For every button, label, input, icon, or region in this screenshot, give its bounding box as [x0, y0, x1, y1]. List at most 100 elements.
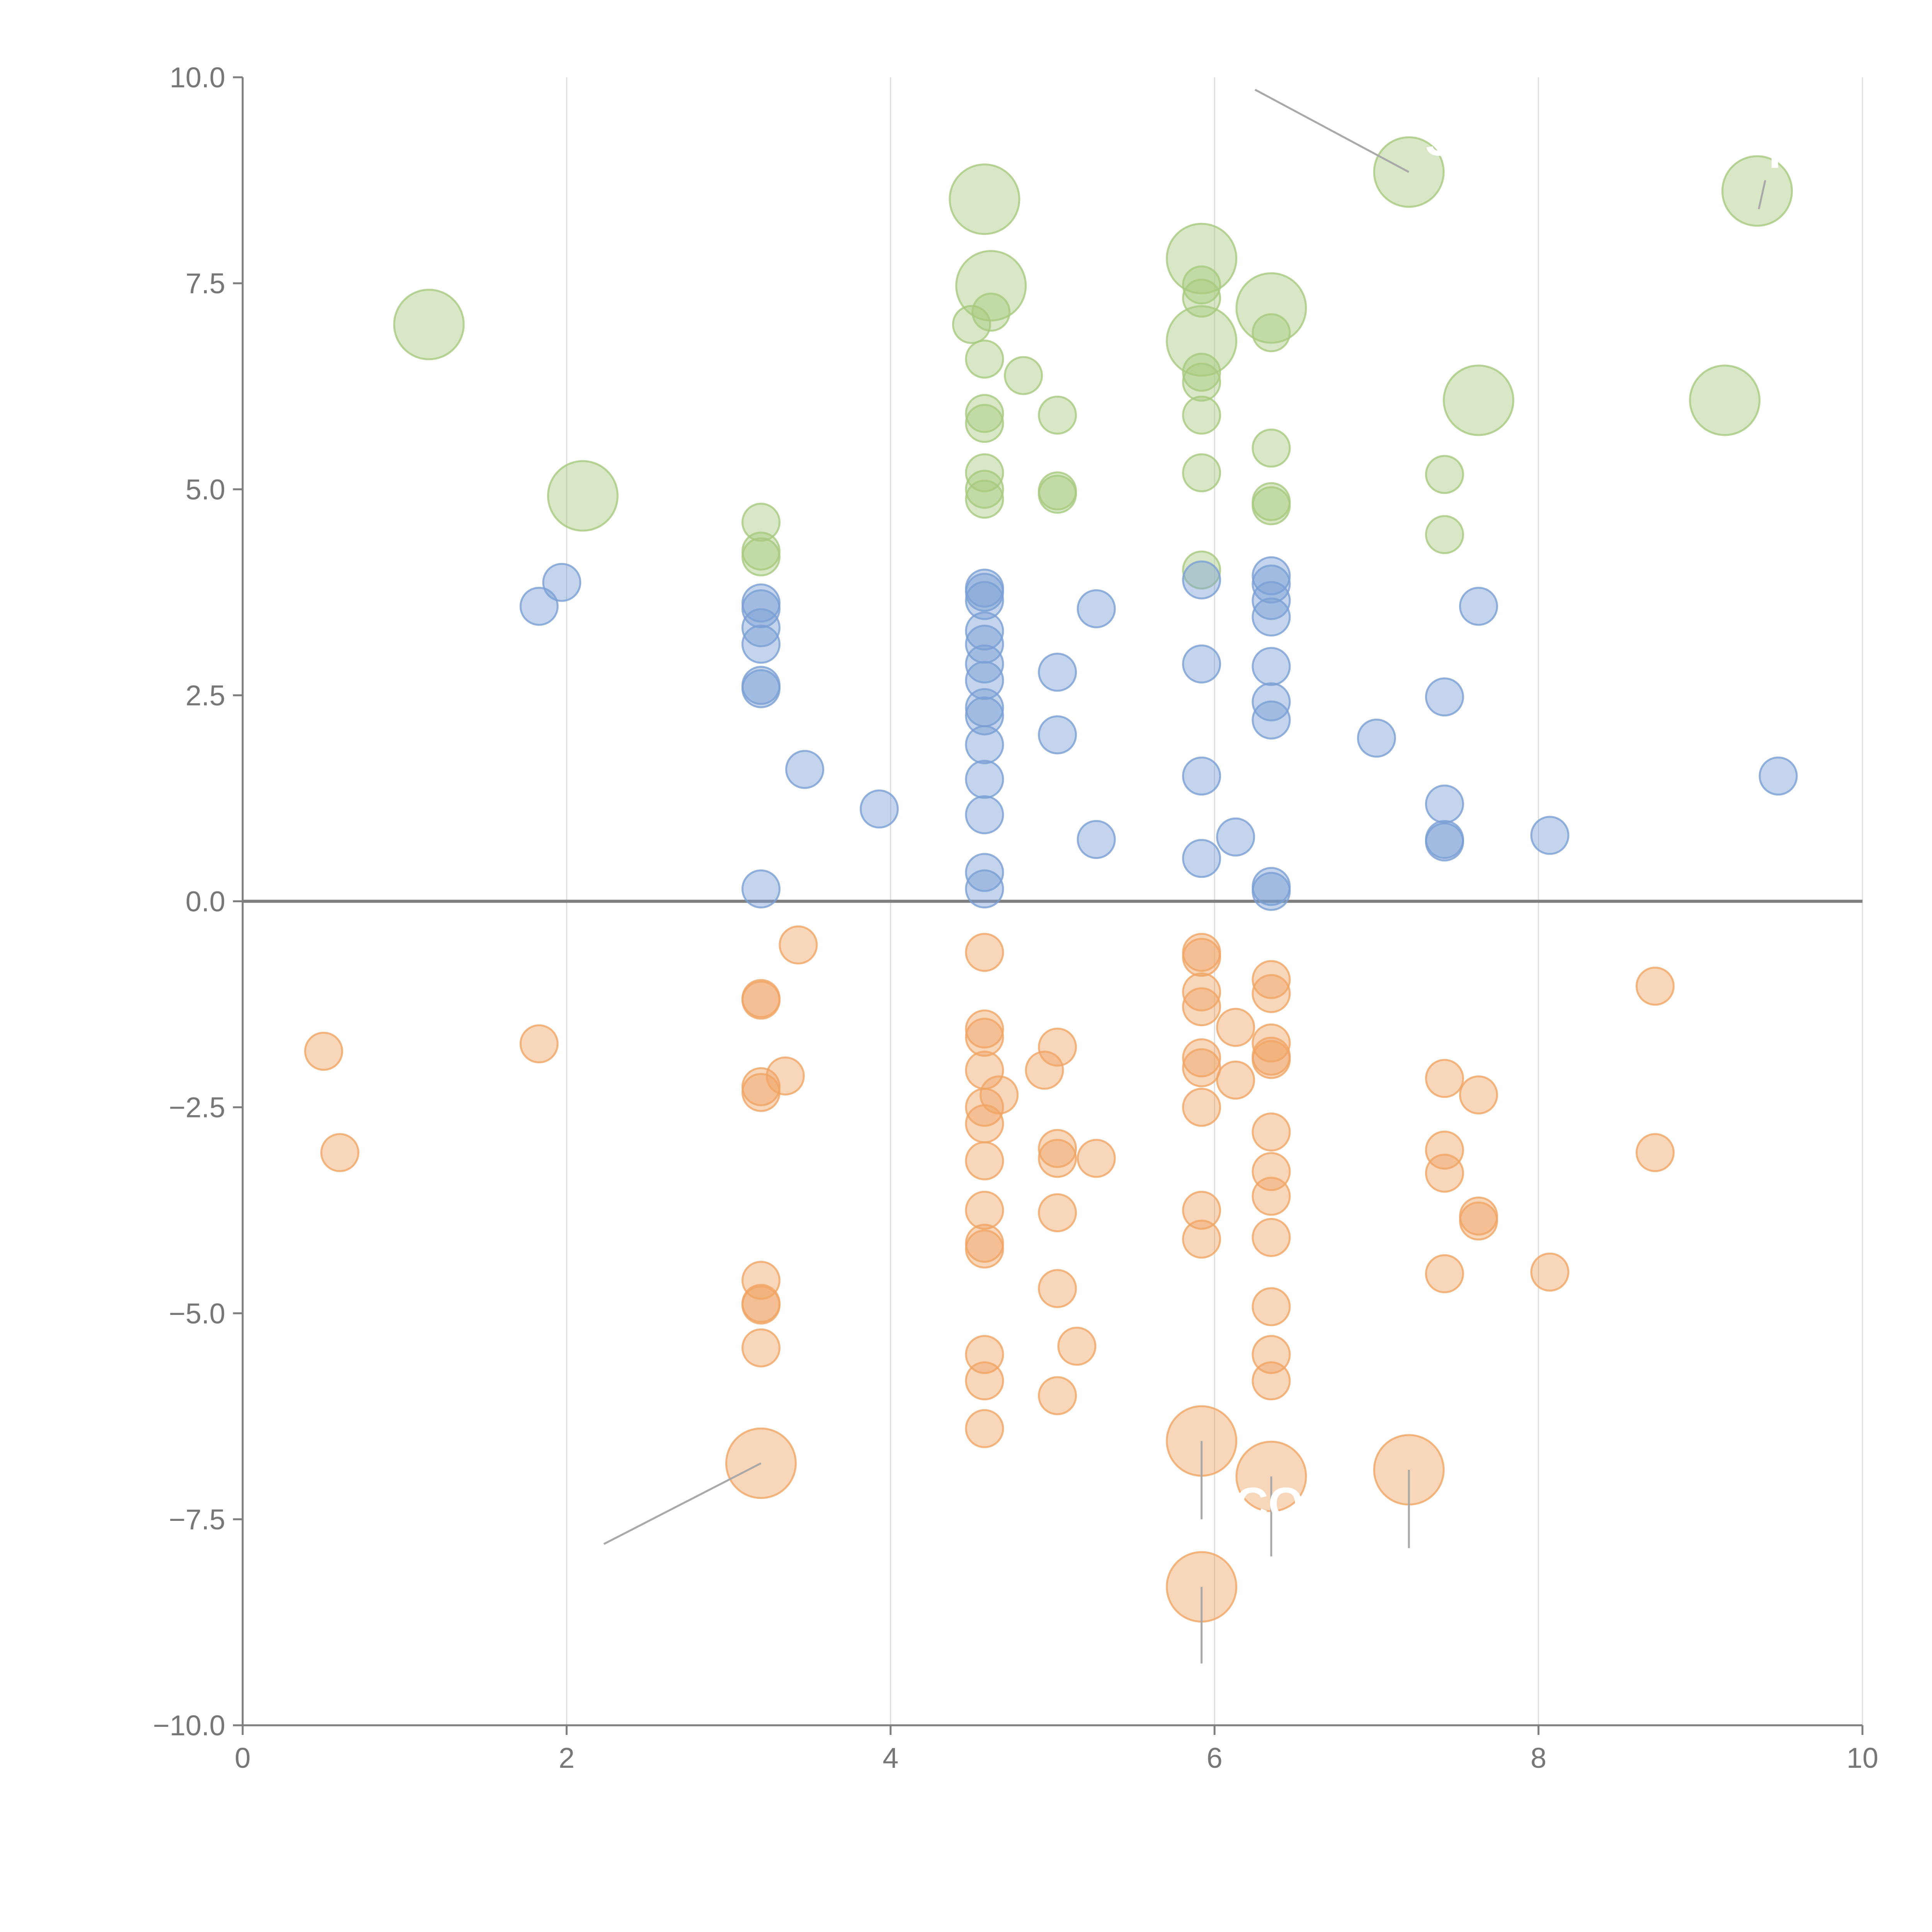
bubble-point — [980, 1075, 1019, 1115]
bubble-point — [965, 404, 1004, 443]
bubble-point — [1252, 429, 1291, 468]
bubble-point — [965, 869, 1004, 909]
bubble-point — [1252, 974, 1291, 1013]
bubble-point — [1252, 1112, 1291, 1152]
bubble-point — [1038, 1376, 1077, 1415]
y-tick-label: −10.0 — [153, 1709, 225, 1742]
bubble-point — [965, 394, 1004, 433]
bubble-point — [1038, 653, 1077, 692]
bubble-point — [741, 608, 781, 648]
bubble-point — [965, 1361, 1004, 1401]
bubble-point — [859, 789, 899, 829]
bubble-point — [1182, 352, 1221, 392]
bubble-point — [1425, 515, 1464, 554]
bubble-point — [741, 624, 781, 664]
bubble-point — [1635, 1133, 1675, 1172]
bubble-point — [955, 250, 1027, 322]
bubble-point — [965, 696, 1004, 736]
bubble-point — [1442, 364, 1514, 436]
bubble-point — [1530, 1252, 1570, 1292]
bubble-point — [1252, 1177, 1291, 1216]
bubble-point — [1038, 395, 1077, 435]
bubble-point — [1038, 715, 1077, 755]
bubble-point — [1252, 486, 1291, 526]
y-tick-label: 5.0 — [185, 473, 225, 505]
bubble-point — [1182, 756, 1221, 796]
annotation-label: ICO — [1223, 1478, 1304, 1529]
bubble-point — [949, 163, 1020, 235]
bubble-point — [965, 1009, 1004, 1049]
bubble-point — [1252, 597, 1291, 637]
bubble-point — [965, 1141, 1004, 1180]
annotation-label: H — [1769, 127, 1801, 178]
bubble-point — [1038, 1269, 1077, 1308]
bubble-point — [1252, 1287, 1291, 1327]
bubble-point — [1182, 972, 1221, 1012]
annotation-label: S — [1425, 115, 1456, 166]
bubble-point — [1182, 644, 1221, 684]
bubble-point — [741, 1073, 781, 1112]
bubble-point — [1038, 1193, 1077, 1233]
y-tick-label: 10.0 — [170, 61, 225, 94]
bubble-point — [965, 469, 1004, 509]
bubble-point — [971, 293, 1011, 332]
bubble-point — [965, 1229, 1004, 1269]
bubble-point — [1252, 1040, 1291, 1079]
bubble-point — [1077, 589, 1116, 628]
annotation-layer: S H ICO — [603, 88, 1801, 1664]
y-tick-label: −7.5 — [169, 1503, 225, 1536]
y-tick-label: 0.0 — [185, 886, 225, 918]
bubble-point — [965, 644, 1004, 684]
bubble-point — [1459, 1075, 1498, 1115]
bubble-point — [1182, 1038, 1221, 1078]
bubble-point — [965, 1409, 1004, 1448]
x-tick-label: 0 — [235, 1742, 250, 1774]
annotation-leader-line — [1758, 180, 1766, 209]
x-tick-label: 4 — [883, 1742, 898, 1774]
bubble-point — [1077, 1139, 1116, 1178]
bubble-point — [1252, 1218, 1291, 1257]
bubble-point — [542, 563, 582, 602]
bubble-point — [1182, 839, 1221, 878]
bubble-point — [1182, 1048, 1221, 1087]
bubble-point — [965, 795, 1004, 835]
bubble-point — [1038, 1027, 1077, 1067]
bubble-point — [1459, 587, 1498, 626]
bubble-point — [320, 1133, 360, 1172]
bubble-point — [741, 869, 781, 909]
bubble-point — [1216, 1060, 1255, 1100]
bubble-layer — [304, 136, 1798, 1623]
bubble-point — [1182, 362, 1221, 402]
bubble-point — [1182, 395, 1221, 435]
y-tick-label: −2.5 — [169, 1092, 225, 1124]
bubble-point — [1182, 265, 1221, 304]
bubble-point — [304, 1032, 344, 1071]
bubble-point — [1721, 155, 1793, 227]
bubble-point — [1182, 1088, 1221, 1127]
bubble-point — [965, 933, 1004, 972]
bubble-point — [1425, 1059, 1464, 1098]
x-tick-label: 2 — [559, 1742, 575, 1774]
bubble-point — [1182, 938, 1221, 977]
bubble-point — [1530, 816, 1570, 855]
bubble-point — [1038, 474, 1077, 514]
annotation-leader-line — [1254, 88, 1410, 173]
bubble-point — [741, 537, 781, 577]
bubble-point — [1635, 966, 1675, 1006]
bubble-point — [1425, 1131, 1464, 1170]
bubble-point — [1057, 1327, 1097, 1366]
bubble-point — [965, 661, 1004, 700]
bubble-point — [1182, 560, 1221, 600]
bubble-point — [547, 460, 619, 532]
bubble-point — [1252, 700, 1291, 740]
bubble-point — [1252, 564, 1291, 604]
bubble-point — [1216, 817, 1255, 857]
bubble-point — [1025, 1051, 1064, 1090]
bubble-point — [965, 581, 1004, 620]
bubble-point — [965, 760, 1004, 799]
bubble-point — [965, 1017, 1004, 1057]
bubble-point — [741, 1285, 781, 1325]
bubble-point — [1425, 1153, 1464, 1193]
bubble-point — [965, 853, 1004, 892]
